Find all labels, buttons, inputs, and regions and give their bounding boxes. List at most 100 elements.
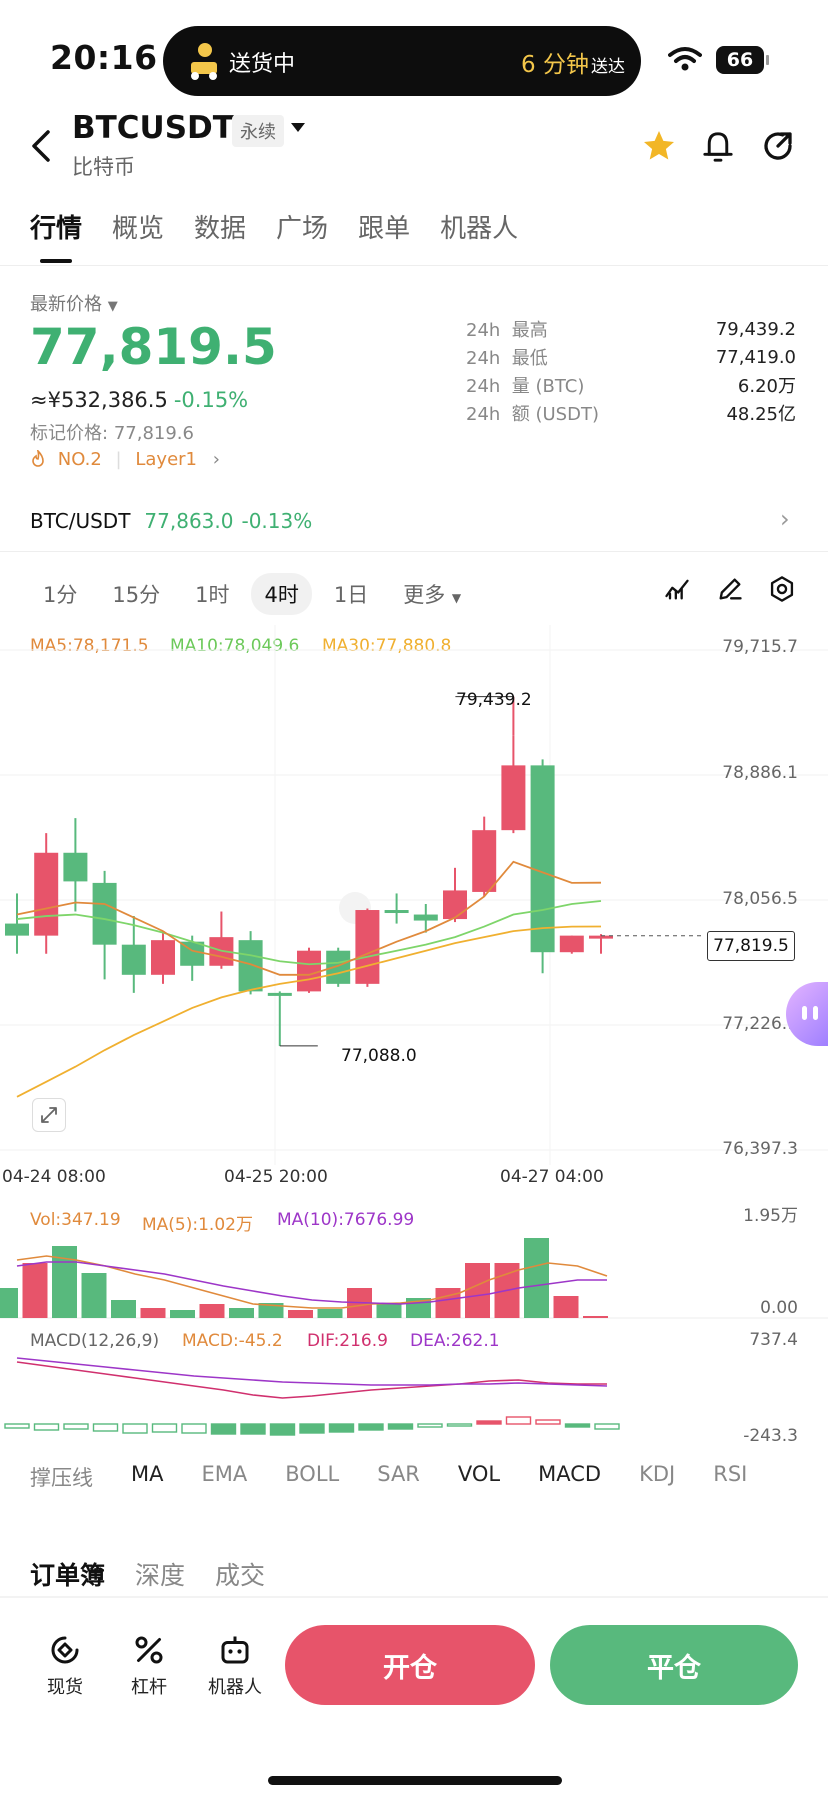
spot-pair-row[interactable]: BTC/USDT 77,863.0 -0.13% [30,509,313,533]
spot-nav[interactable]: 现货 [42,1632,88,1699]
bell-icon[interactable] [700,128,736,166]
indicator-support[interactable]: 撑压线 [30,1466,93,1490]
tabs-divider [0,265,828,266]
macd-histogram-bar [476,1420,502,1425]
tab-market[interactable]: 行情 [30,208,82,263]
activity-eta: 6 分钟 送达 [521,52,625,78]
candlestick-chart[interactable] [0,625,828,1165]
expand-chart-icon[interactable] [32,1098,66,1132]
indicator-boll[interactable]: BOLL [285,1462,340,1486]
interval-4h[interactable]: 4时 [251,573,312,615]
macd-histogram-bar [387,1423,414,1430]
share-icon[interactable] [760,128,796,164]
cny-price: ≈¥532,386.5 -0.15% [30,388,249,412]
star-icon[interactable] [641,128,677,164]
candle-body [267,992,292,996]
assistant-bubble-icon[interactable] [786,982,828,1046]
tab-orderbook[interactable]: 订单簿 [30,1561,106,1590]
macd-histogram-bar [594,1423,620,1430]
macd-histogram-bar [33,1423,60,1431]
tab-copy-trading[interactable]: 跟单 [358,214,411,244]
y-tick-label: 78,056.5 [722,889,798,909]
volume-bar [170,1310,195,1318]
interval-1h[interactable]: 1时 [195,583,230,607]
macd-histogram-bar [63,1423,89,1430]
battery-cap [766,55,769,65]
indicator-ema[interactable]: EMA [201,1462,248,1486]
orderbook-tabs: 订单簿 深度 成交 [30,1556,265,1592]
volume-bar [258,1303,284,1318]
x-tick-label: 04-27 04:00 [500,1167,604,1187]
latest-price: 77,819.5 [30,318,277,376]
draw-pencil-icon[interactable] [716,575,744,603]
macd-title: MACD(12,26,9) [30,1331,160,1351]
settings-gear-icon[interactable] [768,575,796,603]
tab-square[interactable]: 广场 [276,214,329,244]
interval-15m[interactable]: 15分 [112,583,161,607]
indicator-rsi[interactable]: RSI [713,1462,748,1486]
candle-body [501,765,526,831]
candle-body [326,950,351,984]
latest-price-label[interactable]: 最新价格 ▼ [30,294,118,315]
indicator-sar[interactable]: SAR [377,1462,420,1486]
spot-chevron-icon[interactable]: › [780,505,790,533]
close-position-button[interactable]: 平仓 [550,1625,798,1705]
macd-y-bottom: -243.3 [743,1426,798,1446]
volume-bar [583,1316,608,1318]
tab-trades[interactable]: 成交 [215,1561,266,1590]
wifi-icon [668,47,702,71]
dynamic-island-activity[interactable]: 送货中 6 分钟 送达 [163,26,641,96]
indicator-kdj[interactable]: KDJ [639,1462,676,1486]
interval-1m[interactable]: 1分 [43,583,78,607]
tab-overview[interactable]: 概览 [112,214,165,244]
volume-chart [0,1238,828,1319]
macd-histogram-bar [151,1423,178,1433]
interval-bar: 1分 15分 1时 4时 1日 更多 ▼ [30,573,483,615]
mark-price: 标记价格: 77,819.6 [30,423,194,444]
robot-nav[interactable]: 机器人 [204,1632,266,1699]
macd-histogram-bar [122,1423,148,1434]
interval-1d[interactable]: 1日 [333,583,369,607]
percent-icon [135,1636,163,1664]
high-annotation: 79,439.2 [456,690,532,710]
dif-value: DIF:216.9 [307,1331,388,1351]
dea-value: DEA:262.1 [410,1331,500,1351]
candle-body [297,950,321,992]
home-indicator [268,1776,562,1785]
activity-text: 送货中 [229,52,296,77]
status-time: 20:16 [50,38,158,77]
leverage-nav[interactable]: 杠杆 [126,1632,172,1699]
dea-line [16,1357,608,1387]
macd-histogram-bar [446,1423,473,1427]
ma10-legend: MA10:78,049.6 [170,636,300,656]
macd-histogram-bar [328,1423,355,1433]
indicator-macd[interactable]: MACD [538,1462,602,1486]
candle-body [34,852,59,936]
open-position-button[interactable]: 开仓 [285,1625,535,1705]
vol-y-bottom: 0.00 [760,1298,798,1318]
volume-bar [465,1263,490,1318]
low-annotation: 77,088.0 [341,1046,417,1066]
tab-data[interactable]: 数据 [194,214,247,244]
robot-icon [221,1636,249,1664]
stat-high: 24h 最高 79,439.2 [466,318,796,342]
tab-depth[interactable]: 深度 [135,1561,186,1590]
candle-body [413,914,438,921]
vol-ma5-legend: MA(5):1.02万 [142,1215,253,1235]
macd-histogram-bar [240,1423,266,1435]
macd-histogram-bar [358,1423,384,1431]
indicator-tool-icon[interactable] [663,575,691,603]
symbol-dropdown-icon[interactable] [290,122,306,134]
macd-histogram-bar [4,1423,30,1429]
symbol-title[interactable]: BTCUSDT [72,110,234,146]
back-chevron-icon[interactable] [28,128,52,164]
interval-more[interactable]: 更多 ▼ [403,583,462,607]
vol-y-top: 1.95万 [743,1206,798,1226]
stat-volume: 24h 量 (BTC) 6.20万 [466,376,796,397]
macd-histogram-bar [210,1423,237,1435]
indicator-vol[interactable]: VOL [457,1462,501,1486]
indicator-ma[interactable]: MA [131,1462,164,1486]
macd-histogram-bar [299,1423,325,1434]
tab-robot[interactable]: 机器人 [440,214,519,244]
rank-badge[interactable]: NO.2 | Layer1 › [30,448,220,470]
